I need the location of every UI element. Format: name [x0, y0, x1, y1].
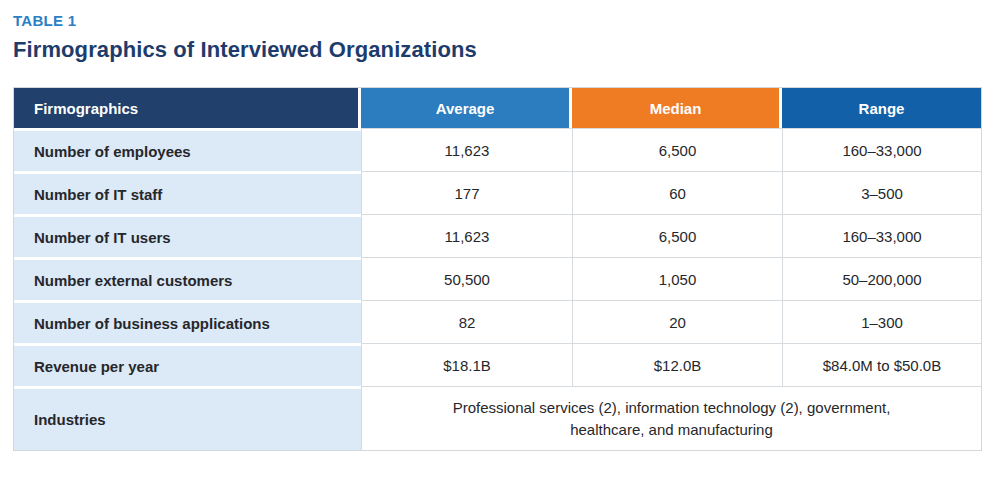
- row-label: Number of employees: [14, 128, 361, 171]
- column-header-range: Range: [782, 88, 981, 128]
- row-value-median: 1,050: [572, 257, 782, 300]
- table-body: Number of employees11,6236,500160–33,000…: [14, 128, 981, 450]
- row-value-range: 50–200,000: [782, 257, 981, 300]
- row-label: Number external customers: [14, 257, 361, 300]
- row-value-median: 6,500: [572, 214, 782, 257]
- row-value-range: 160–33,000: [782, 214, 981, 257]
- row-value-average: 11,623: [361, 128, 572, 171]
- firmographics-table: Firmographics Average Median Range Numbe…: [13, 87, 982, 451]
- table-row: Revenue per year$18.1B$12.0B$84.0M to $5…: [14, 343, 981, 386]
- table-number-label: TABLE 1: [13, 12, 1002, 29]
- row-value-range: $84.0M to $50.0B: [782, 343, 981, 386]
- table-row: Number of business applications82201–300: [14, 300, 981, 343]
- row-value-average: 50,500: [361, 257, 572, 300]
- row-label: Revenue per year: [14, 343, 361, 386]
- row-value-range: 1–300: [782, 300, 981, 343]
- page-title: Firmographics of Interviewed Organizatio…: [13, 37, 1002, 63]
- page: TABLE 1 Firmographics of Interviewed Org…: [0, 0, 1002, 477]
- row-label: Industries: [14, 386, 361, 450]
- row-value-average: $18.1B: [361, 343, 572, 386]
- row-label: Number of IT users: [14, 214, 361, 257]
- column-header-firmographics: Firmographics: [14, 88, 361, 128]
- table-row: Number of IT users11,6236,500160–33,000: [14, 214, 981, 257]
- row-label: Number of IT staff: [14, 171, 361, 214]
- row-value-average: 82: [361, 300, 572, 343]
- column-header-average: Average: [361, 88, 572, 128]
- row-label: Number of business applications: [14, 300, 361, 343]
- table-row: Number of employees11,6236,500160–33,000: [14, 128, 981, 171]
- table-row: Number of IT staff177603–500: [14, 171, 981, 214]
- row-value-spanning: Professional services (2), information t…: [361, 386, 981, 450]
- row-value-median: 60: [572, 171, 782, 214]
- row-value-median: 20: [572, 300, 782, 343]
- row-value-average: 177: [361, 171, 572, 214]
- table-row: Number external customers50,5001,05050–2…: [14, 257, 981, 300]
- table-row: IndustriesProfessional services (2), inf…: [14, 386, 981, 450]
- row-value-median: $12.0B: [572, 343, 782, 386]
- row-value-range: 160–33,000: [782, 128, 981, 171]
- row-value-range: 3–500: [782, 171, 981, 214]
- row-value-median: 6,500: [572, 128, 782, 171]
- row-value-average: 11,623: [361, 214, 572, 257]
- table-header-row: Firmographics Average Median Range: [14, 88, 981, 128]
- column-header-median: Median: [572, 88, 782, 128]
